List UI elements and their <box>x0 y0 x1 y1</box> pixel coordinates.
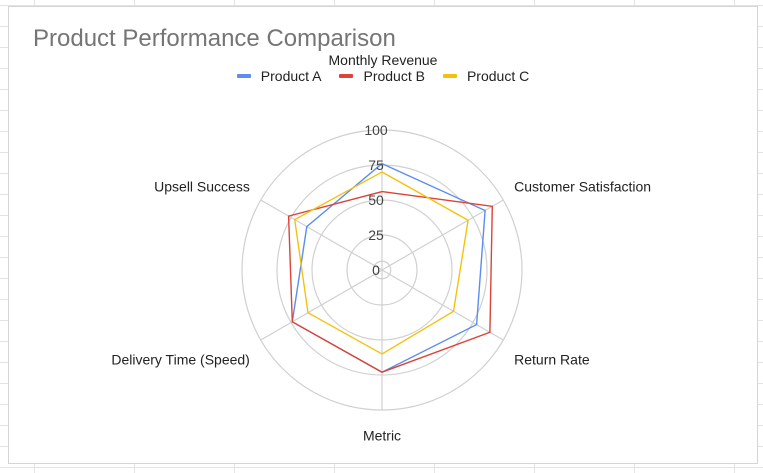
radial-tick-label: 50 <box>368 192 384 208</box>
legend-label: Product C <box>466 68 530 84</box>
chart-legend: Product A Product B Product C <box>9 68 757 84</box>
radial-tick-label: 25 <box>368 227 384 243</box>
radial-tick-label: 0 <box>372 262 380 278</box>
legend-label: Product A <box>260 68 322 84</box>
legend-item-product-c[interactable]: Product C <box>442 68 530 84</box>
radial-tick-label: 75 <box>368 157 384 173</box>
legend-label: Product B <box>363 68 425 84</box>
axis-label: Upsell Success <box>154 179 250 195</box>
axis-label: Customer Satisfaction <box>514 179 651 195</box>
legend-title: Monthly Revenue <box>328 52 438 68</box>
legend-item-product-b[interactable]: Product B <box>339 68 425 84</box>
legend-swatch <box>236 74 251 78</box>
radial-tick-label: 100 <box>364 122 388 138</box>
axis-label: Metric <box>363 428 401 444</box>
series-line <box>287 190 494 373</box>
grid-spoke <box>381 269 504 341</box>
grid-spoke <box>260 269 383 341</box>
chart-title: Product Performance Comparison <box>33 25 396 52</box>
axis-label: Return Rate <box>514 351 590 367</box>
axis-label: Delivery Time (Speed) <box>111 351 250 367</box>
series-line <box>293 171 469 355</box>
legend-swatch <box>339 74 354 78</box>
legend-swatch <box>442 74 457 78</box>
grid-spoke <box>260 199 383 271</box>
grid-spoke <box>381 199 504 271</box>
legend-item-product-a[interactable]: Product A <box>236 68 322 84</box>
